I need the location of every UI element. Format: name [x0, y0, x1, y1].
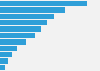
- Bar: [0, 65, 5, 70]
- Bar: [0, 1, 87, 6]
- Bar: [0, 46, 17, 51]
- Bar: [0, 39, 26, 45]
- Bar: [0, 26, 42, 32]
- Bar: [0, 33, 35, 38]
- Bar: [0, 20, 47, 25]
- Bar: [0, 58, 8, 64]
- Bar: [0, 52, 12, 57]
- Bar: [0, 14, 54, 19]
- Bar: [0, 7, 65, 13]
